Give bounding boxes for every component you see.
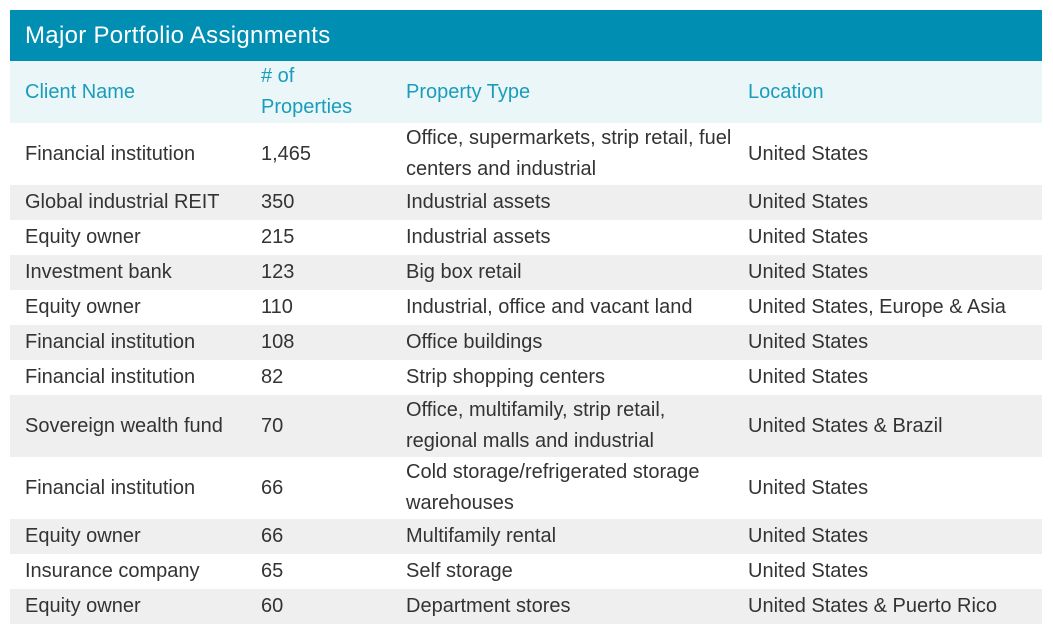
cell-location: United States [748, 142, 869, 165]
column-header-client: Client Name [25, 80, 136, 103]
cell-location: United States [748, 366, 869, 388]
cell-count: 70 [261, 414, 284, 437]
cell-count: 215 [261, 226, 295, 248]
cell-client: Financial institution [25, 331, 196, 353]
table-row: Investment bank 123 Big box retail Unite… [10, 255, 1042, 290]
cell-location: United States [748, 525, 869, 547]
cell-client: Equity owner [25, 525, 141, 547]
cell-client: Financial institution [25, 142, 196, 165]
cell-type: Self storage [406, 560, 513, 582]
cell-location: United States [748, 560, 869, 582]
table-row: Equity owner 215 Industrial assets Unite… [10, 220, 1042, 255]
table-row: Insurance company 65 Self storage United… [10, 554, 1042, 589]
table-row: Equity owner 60 Department stores United… [10, 589, 1042, 624]
cell-count: 123 [261, 261, 295, 283]
cell-client: Financial institution [25, 476, 196, 499]
cell-client: Sovereign wealth fund [25, 414, 223, 437]
cell-type: Industrial assets [406, 191, 551, 213]
cell-count: 108 [261, 331, 295, 353]
table-body: Financial institution 1,465 Office, supe… [10, 123, 1042, 624]
table-row: Sovereign wealth fund 70 Office, multifa… [10, 395, 1042, 457]
cell-count: 1,465 [261, 142, 312, 165]
table-title: Major Portfolio Assignments [10, 10, 1042, 61]
cell-client: Insurance company [25, 560, 200, 582]
portfolio-table: Client Name # of Properties Property Typ… [10, 61, 1042, 624]
cell-count: 65 [261, 560, 284, 582]
cell-client: Global industrial REIT [25, 191, 220, 213]
column-header-count: # of Properties [261, 61, 391, 123]
cell-location: United States [748, 226, 869, 248]
table-row: Global industrial REIT 350 Industrial as… [10, 185, 1042, 220]
cell-location: United States [748, 476, 869, 499]
cell-location: United States [748, 261, 869, 283]
cell-count: 66 [261, 525, 284, 547]
cell-type: Industrial assets [406, 226, 551, 248]
cell-client: Financial institution [25, 366, 196, 388]
cell-type: Industrial, office and vacant land [406, 296, 693, 318]
cell-location: United States & Puerto Rico [748, 595, 998, 617]
portfolio-table-card: Major Portfolio Assignments Client Name … [10, 10, 1042, 624]
cell-location: United States [748, 331, 869, 353]
cell-count: 82 [261, 366, 284, 388]
cell-type: Strip shopping centers [406, 366, 606, 388]
column-header-count-label: # of Properties [261, 65, 353, 118]
cell-count: 66 [261, 476, 284, 499]
column-header-location: Location [748, 80, 824, 103]
cell-type: Office, multifamily, strip retail, regio… [406, 399, 666, 452]
cell-type: Department stores [406, 595, 571, 617]
cell-count: 110 [261, 296, 293, 318]
column-header-type: Property Type [406, 80, 531, 103]
cell-client: Equity owner [25, 296, 141, 318]
table-row: Financial institution 82 Strip shopping … [10, 360, 1042, 395]
cell-count: 350 [261, 191, 295, 213]
cell-count: 60 [261, 595, 284, 617]
cell-location: United States, Europe & Asia [748, 296, 1006, 318]
table-row: Equity owner 66 Multifamily rental Unite… [10, 519, 1042, 554]
cell-client: Equity owner [25, 595, 141, 617]
cell-type: Multifamily rental [406, 525, 557, 547]
cell-location: United States & Brazil [748, 414, 943, 437]
table-row: Equity owner 110 Industrial, office and … [10, 290, 1042, 325]
table-header-row: Client Name # of Properties Property Typ… [10, 61, 1042, 123]
cell-client: Equity owner [25, 226, 141, 248]
table-row: Financial institution 1,465 Office, supe… [10, 123, 1042, 185]
cell-type: Big box retail [406, 261, 522, 283]
table-row: Financial institution 66 Cold storage/re… [10, 457, 1042, 519]
table-row: Financial institution 108 Office buildin… [10, 325, 1042, 360]
cell-type: Office buildings [406, 331, 543, 353]
cell-type: Office, supermarkets, strip retail, fuel… [406, 127, 732, 180]
cell-client: Investment bank [25, 261, 172, 283]
cell-location: United States [748, 191, 869, 213]
cell-type: Cold storage/refrigerated storage wareho… [406, 461, 700, 514]
